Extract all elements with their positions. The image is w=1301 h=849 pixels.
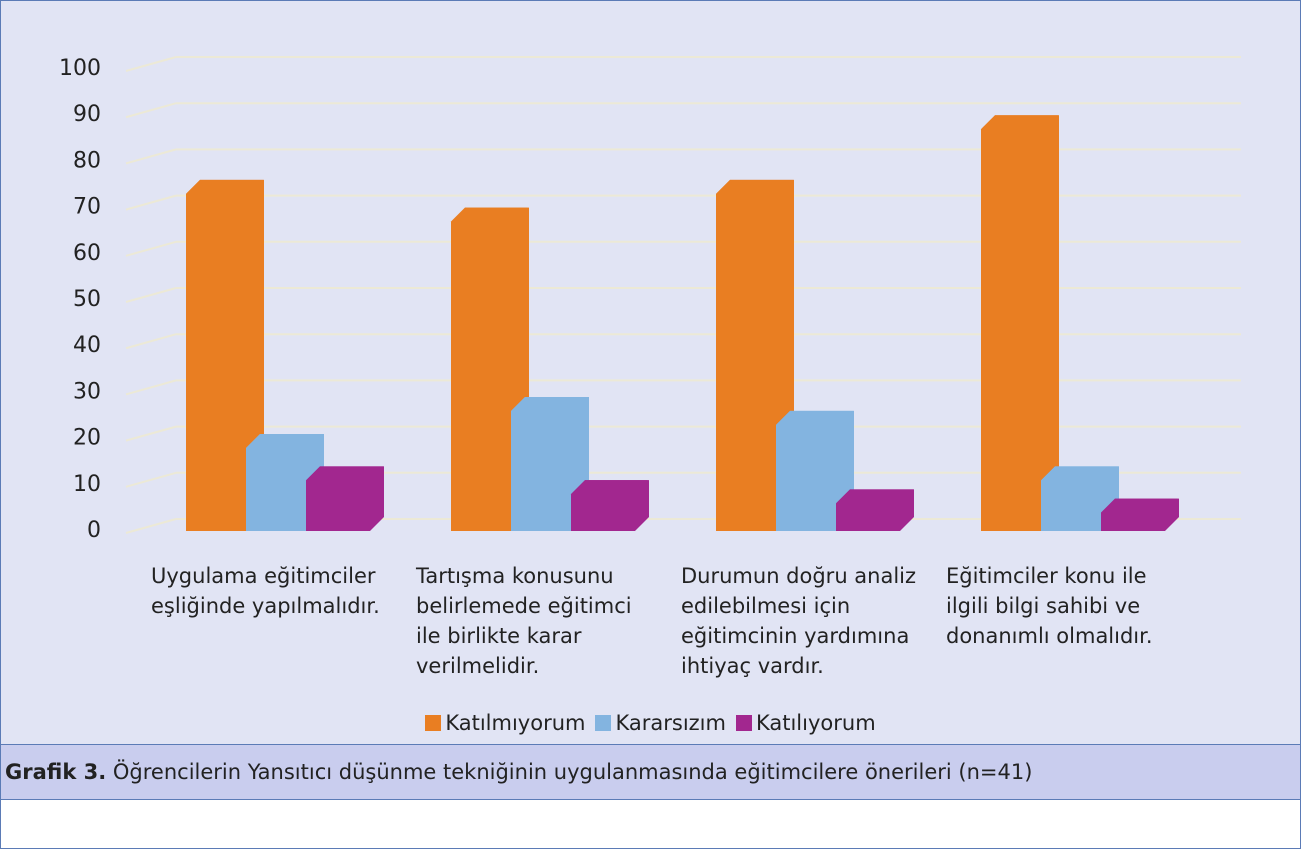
y-tick-label: 80 bbox=[73, 148, 101, 173]
grid-line bbox=[125, 56, 177, 72]
bar bbox=[716, 179, 794, 531]
grid-line bbox=[125, 148, 177, 165]
bar bbox=[776, 410, 854, 531]
grid-line bbox=[125, 102, 177, 119]
chart: 0 10 20 30 40 50 60 70 80 90 100 bbox=[59, 56, 1241, 543]
grid-line bbox=[125, 287, 177, 303]
y-tick-label: 0 bbox=[87, 518, 101, 543]
bar bbox=[1101, 498, 1179, 531]
y-tick-label: 30 bbox=[73, 379, 101, 404]
caption-label: Grafik 3. bbox=[5, 760, 107, 784]
y-tick-label: 40 bbox=[73, 333, 101, 358]
y-tick-label: 100 bbox=[59, 56, 101, 81]
grid-line bbox=[125, 425, 177, 442]
grid-line bbox=[125, 333, 177, 350]
x-tick-label: Tartışma konusunu belirlemede eğitimci i… bbox=[416, 564, 632, 678]
legend-label: Katılıyorum bbox=[755, 711, 876, 735]
x-tick-label: Uygulama eğitimciler eşliğinde yapılmalı… bbox=[151, 564, 380, 618]
grid-line bbox=[125, 379, 177, 396]
caption: Grafik 3. Öğrencilerin Yansıtıcı düşünme… bbox=[1, 744, 1300, 800]
y-tick-label: 50 bbox=[73, 287, 101, 312]
bar bbox=[571, 480, 649, 531]
x-tick-label: Eğitimciler konu ile ilgili bilgi sahibi… bbox=[946, 564, 1153, 648]
y-tick-label: 90 bbox=[73, 102, 101, 127]
bar bbox=[246, 433, 324, 531]
bar bbox=[186, 179, 264, 531]
legend-swatch bbox=[595, 715, 612, 731]
y-tick-label: 10 bbox=[73, 472, 101, 497]
grid-line bbox=[125, 471, 177, 488]
legend-label: Kararsızım bbox=[615, 711, 726, 735]
bar bbox=[306, 466, 384, 531]
bar bbox=[836, 489, 914, 531]
bar bbox=[1041, 466, 1119, 531]
grid-line bbox=[125, 194, 177, 211]
legend-swatch bbox=[735, 715, 752, 731]
grid-line bbox=[125, 518, 177, 534]
bar bbox=[451, 207, 529, 531]
legend-label: Katılmıyorum bbox=[445, 711, 586, 735]
caption-text: Öğrencilerin Yansıtıcı düşünme tekniğini… bbox=[112, 760, 1033, 784]
bar bbox=[511, 397, 589, 531]
grid-line bbox=[125, 240, 177, 257]
y-tick-label: 60 bbox=[73, 241, 101, 266]
legend-swatch bbox=[425, 715, 442, 731]
y-tick-label: 20 bbox=[73, 426, 101, 451]
bar bbox=[981, 115, 1059, 531]
x-tick-label: Durumun doğru analiz edilebilmesi için e… bbox=[681, 564, 917, 678]
y-tick-label: 70 bbox=[73, 195, 101, 220]
